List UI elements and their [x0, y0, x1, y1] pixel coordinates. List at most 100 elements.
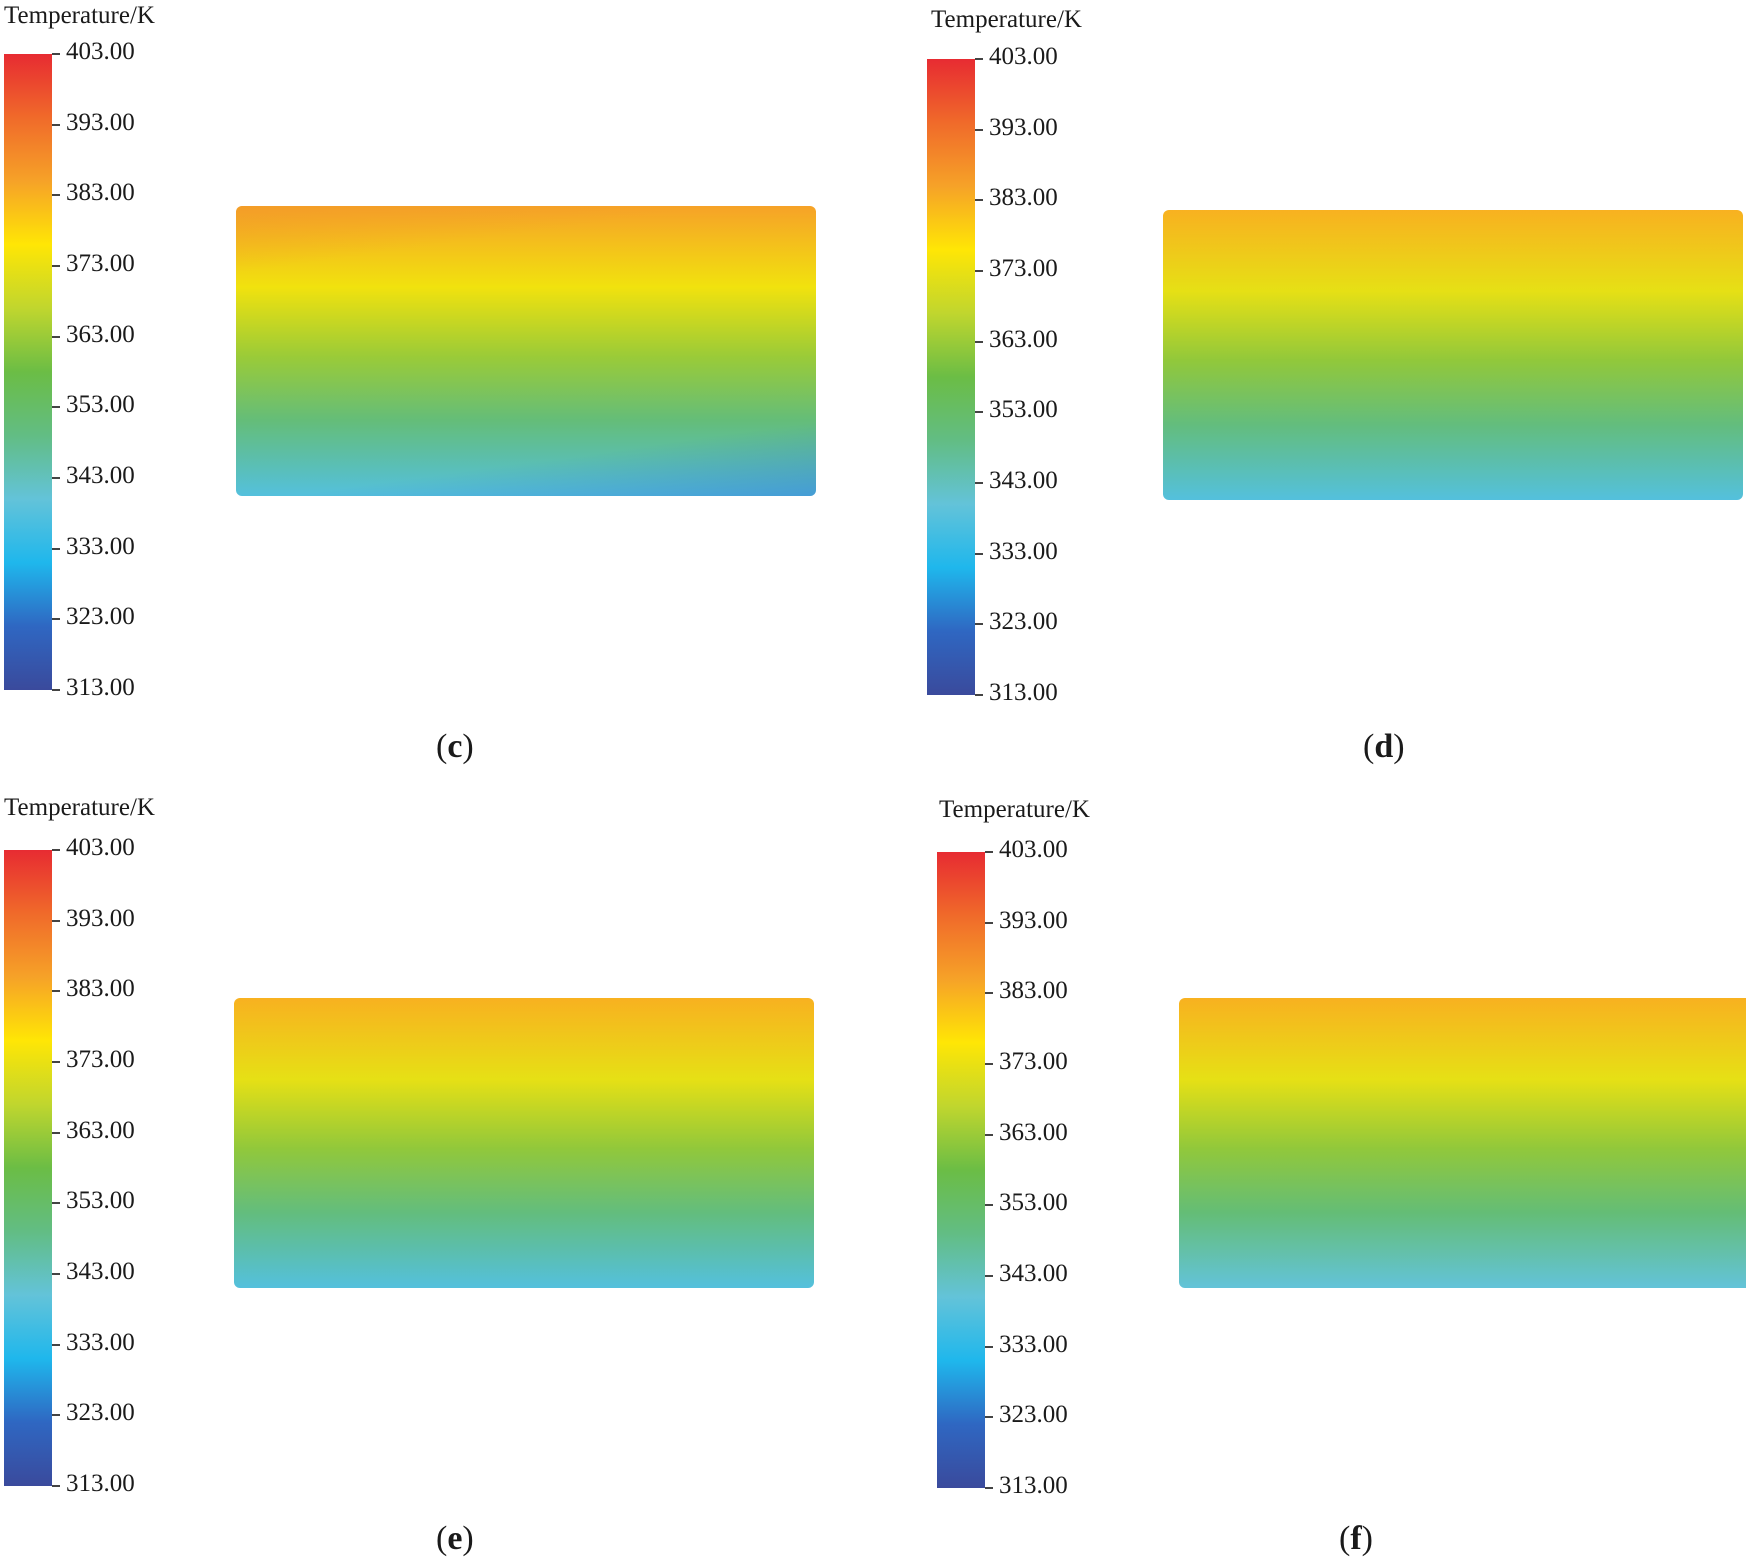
colorbar-tick	[985, 851, 993, 853]
colorbar-tick-label: 313.00	[999, 1472, 1068, 1499]
colorbar-tick-label: 313.00	[989, 679, 1058, 706]
colorbar-tick-label: 363.00	[66, 1116, 135, 1144]
colorbar-tick-label: 363.00	[989, 325, 1058, 353]
colorbar-tick-label: 373.00	[66, 250, 135, 277]
colorbar-tick-label: 383.00	[66, 179, 135, 207]
colorbar-tick	[985, 992, 993, 995]
temperature-field	[1163, 210, 1743, 500]
panel-label: e	[447, 1520, 463, 1557]
colorbar-tick-label: 393.00	[999, 906, 1068, 934]
legend-title: Temperature/K	[4, 794, 155, 821]
temperature-field	[236, 206, 816, 496]
panel-caption: (d)	[1363, 728, 1405, 765]
colorbar-tick	[52, 123, 60, 126]
colorbar-tick	[975, 340, 983, 343]
colorbar-tick	[975, 482, 983, 484]
colorbar-tick	[985, 1487, 993, 1489]
colorbar-tick-label: 313.00	[66, 1470, 135, 1497]
colorbar-tick-label: 403.00	[989, 43, 1058, 70]
colorbar-tick	[985, 1416, 993, 1419]
colorbar-tick-label: 403.00	[66, 834, 135, 861]
colorbar-tick	[975, 552, 983, 555]
panel-f: Temperature/K (f) 403.00 393.00 383.00 373.…	[873, 780, 1746, 1560]
colorbar-tick-label: 343.00	[66, 1258, 135, 1285]
colorbar	[4, 54, 52, 690]
colorbar-tick-label: 333.00	[989, 537, 1058, 565]
panel-label: c	[447, 728, 463, 765]
colorbar-tick-label: 333.00	[66, 1328, 135, 1356]
colorbar-tick	[985, 1275, 993, 1277]
colorbar-tick	[52, 477, 60, 479]
colorbar	[4, 850, 52, 1486]
colorbar-tick	[985, 921, 993, 924]
colorbar-tick-label: 333.00	[66, 532, 135, 560]
colorbar-tick-label: 353.00	[989, 396, 1058, 424]
colorbar-tick	[985, 1345, 993, 1348]
panel-caption: (f)	[1339, 1520, 1373, 1557]
colorbar-tick	[975, 623, 983, 626]
legend-title: Temperature/K	[931, 6, 1082, 33]
colorbar-tick-label: 373.00	[999, 1048, 1068, 1075]
colorbar-tick-label: 323.00	[66, 603, 135, 631]
colorbar-tick-label: 383.00	[989, 184, 1058, 212]
colorbar-tick	[52, 406, 60, 409]
colorbar	[927, 59, 975, 695]
colorbar-tick	[975, 58, 983, 60]
colorbar-tick-label: 313.00	[66, 674, 135, 701]
colorbar-tick-label: 393.00	[66, 108, 135, 136]
colorbar-tick	[52, 849, 60, 851]
colorbar-tick	[975, 199, 983, 202]
colorbar-tick-label: 393.00	[989, 113, 1058, 141]
colorbar-tick	[52, 919, 60, 922]
colorbar-tick-label: 343.00	[66, 462, 135, 489]
panel-e: Temperature/K (e) 403.00 393.00 383.00 373.…	[0, 780, 873, 1560]
colorbar-tick-label: 393.00	[66, 904, 135, 932]
legend-title: Temperature/K	[4, 2, 155, 29]
colorbar-tick	[52, 990, 60, 993]
field-shading	[236, 206, 816, 496]
colorbar-tick	[52, 1485, 60, 1487]
colorbar-tick	[52, 53, 60, 55]
colorbar-tick	[52, 1131, 60, 1134]
colorbar-tick-label: 343.00	[989, 467, 1058, 494]
colorbar-tick-label: 323.00	[999, 1401, 1068, 1429]
colorbar-tick-label: 373.00	[989, 255, 1058, 282]
colorbar	[937, 852, 985, 1488]
colorbar-tick-label: 403.00	[66, 38, 135, 65]
colorbar-tick	[52, 618, 60, 621]
colorbar-tick	[52, 547, 60, 550]
colorbar-tick	[52, 1414, 60, 1417]
colorbar-tick-label: 383.00	[66, 975, 135, 1003]
temperature-field	[1179, 998, 1746, 1288]
colorbar-tick	[52, 194, 60, 197]
colorbar-tick	[52, 335, 60, 338]
colorbar-tick	[52, 1202, 60, 1205]
colorbar-tick-label: 363.00	[999, 1118, 1068, 1146]
colorbar-tick	[52, 1061, 60, 1063]
colorbar-tick-label: 383.00	[999, 977, 1068, 1005]
panel-caption: (c)	[436, 728, 474, 765]
panel-d: Temperature/K (d) 403.00 393.00 383.00 373.…	[873, 0, 1746, 780]
colorbar-tick-label: 323.00	[989, 608, 1058, 636]
panel-label: d	[1374, 728, 1394, 765]
panel-c: Temperature/K (c) 403.00 393.00 383.00 373.…	[0, 0, 873, 780]
colorbar-tick-label: 363.00	[66, 320, 135, 348]
panel-caption: (e)	[436, 1520, 474, 1557]
colorbar-tick	[975, 694, 983, 696]
colorbar-tick-label: 353.00	[66, 1187, 135, 1215]
colorbar-tick	[52, 1343, 60, 1346]
colorbar-tick-label: 373.00	[66, 1046, 135, 1073]
colorbar-tick-label: 353.00	[66, 391, 135, 419]
panel-label: f	[1350, 1520, 1362, 1557]
colorbar-tick	[985, 1063, 993, 1065]
colorbar-tick-label: 403.00	[999, 836, 1068, 863]
colorbar-tick-label: 343.00	[999, 1260, 1068, 1287]
colorbar-tick	[52, 265, 60, 267]
colorbar-tick	[52, 689, 60, 691]
colorbar-tick-label: 353.00	[999, 1189, 1068, 1217]
colorbar-tick	[975, 270, 983, 272]
temperature-field	[234, 998, 814, 1288]
colorbar-tick-label: 323.00	[66, 1399, 135, 1427]
colorbar-tick	[985, 1204, 993, 1207]
legend-title: Temperature/K	[939, 796, 1090, 823]
